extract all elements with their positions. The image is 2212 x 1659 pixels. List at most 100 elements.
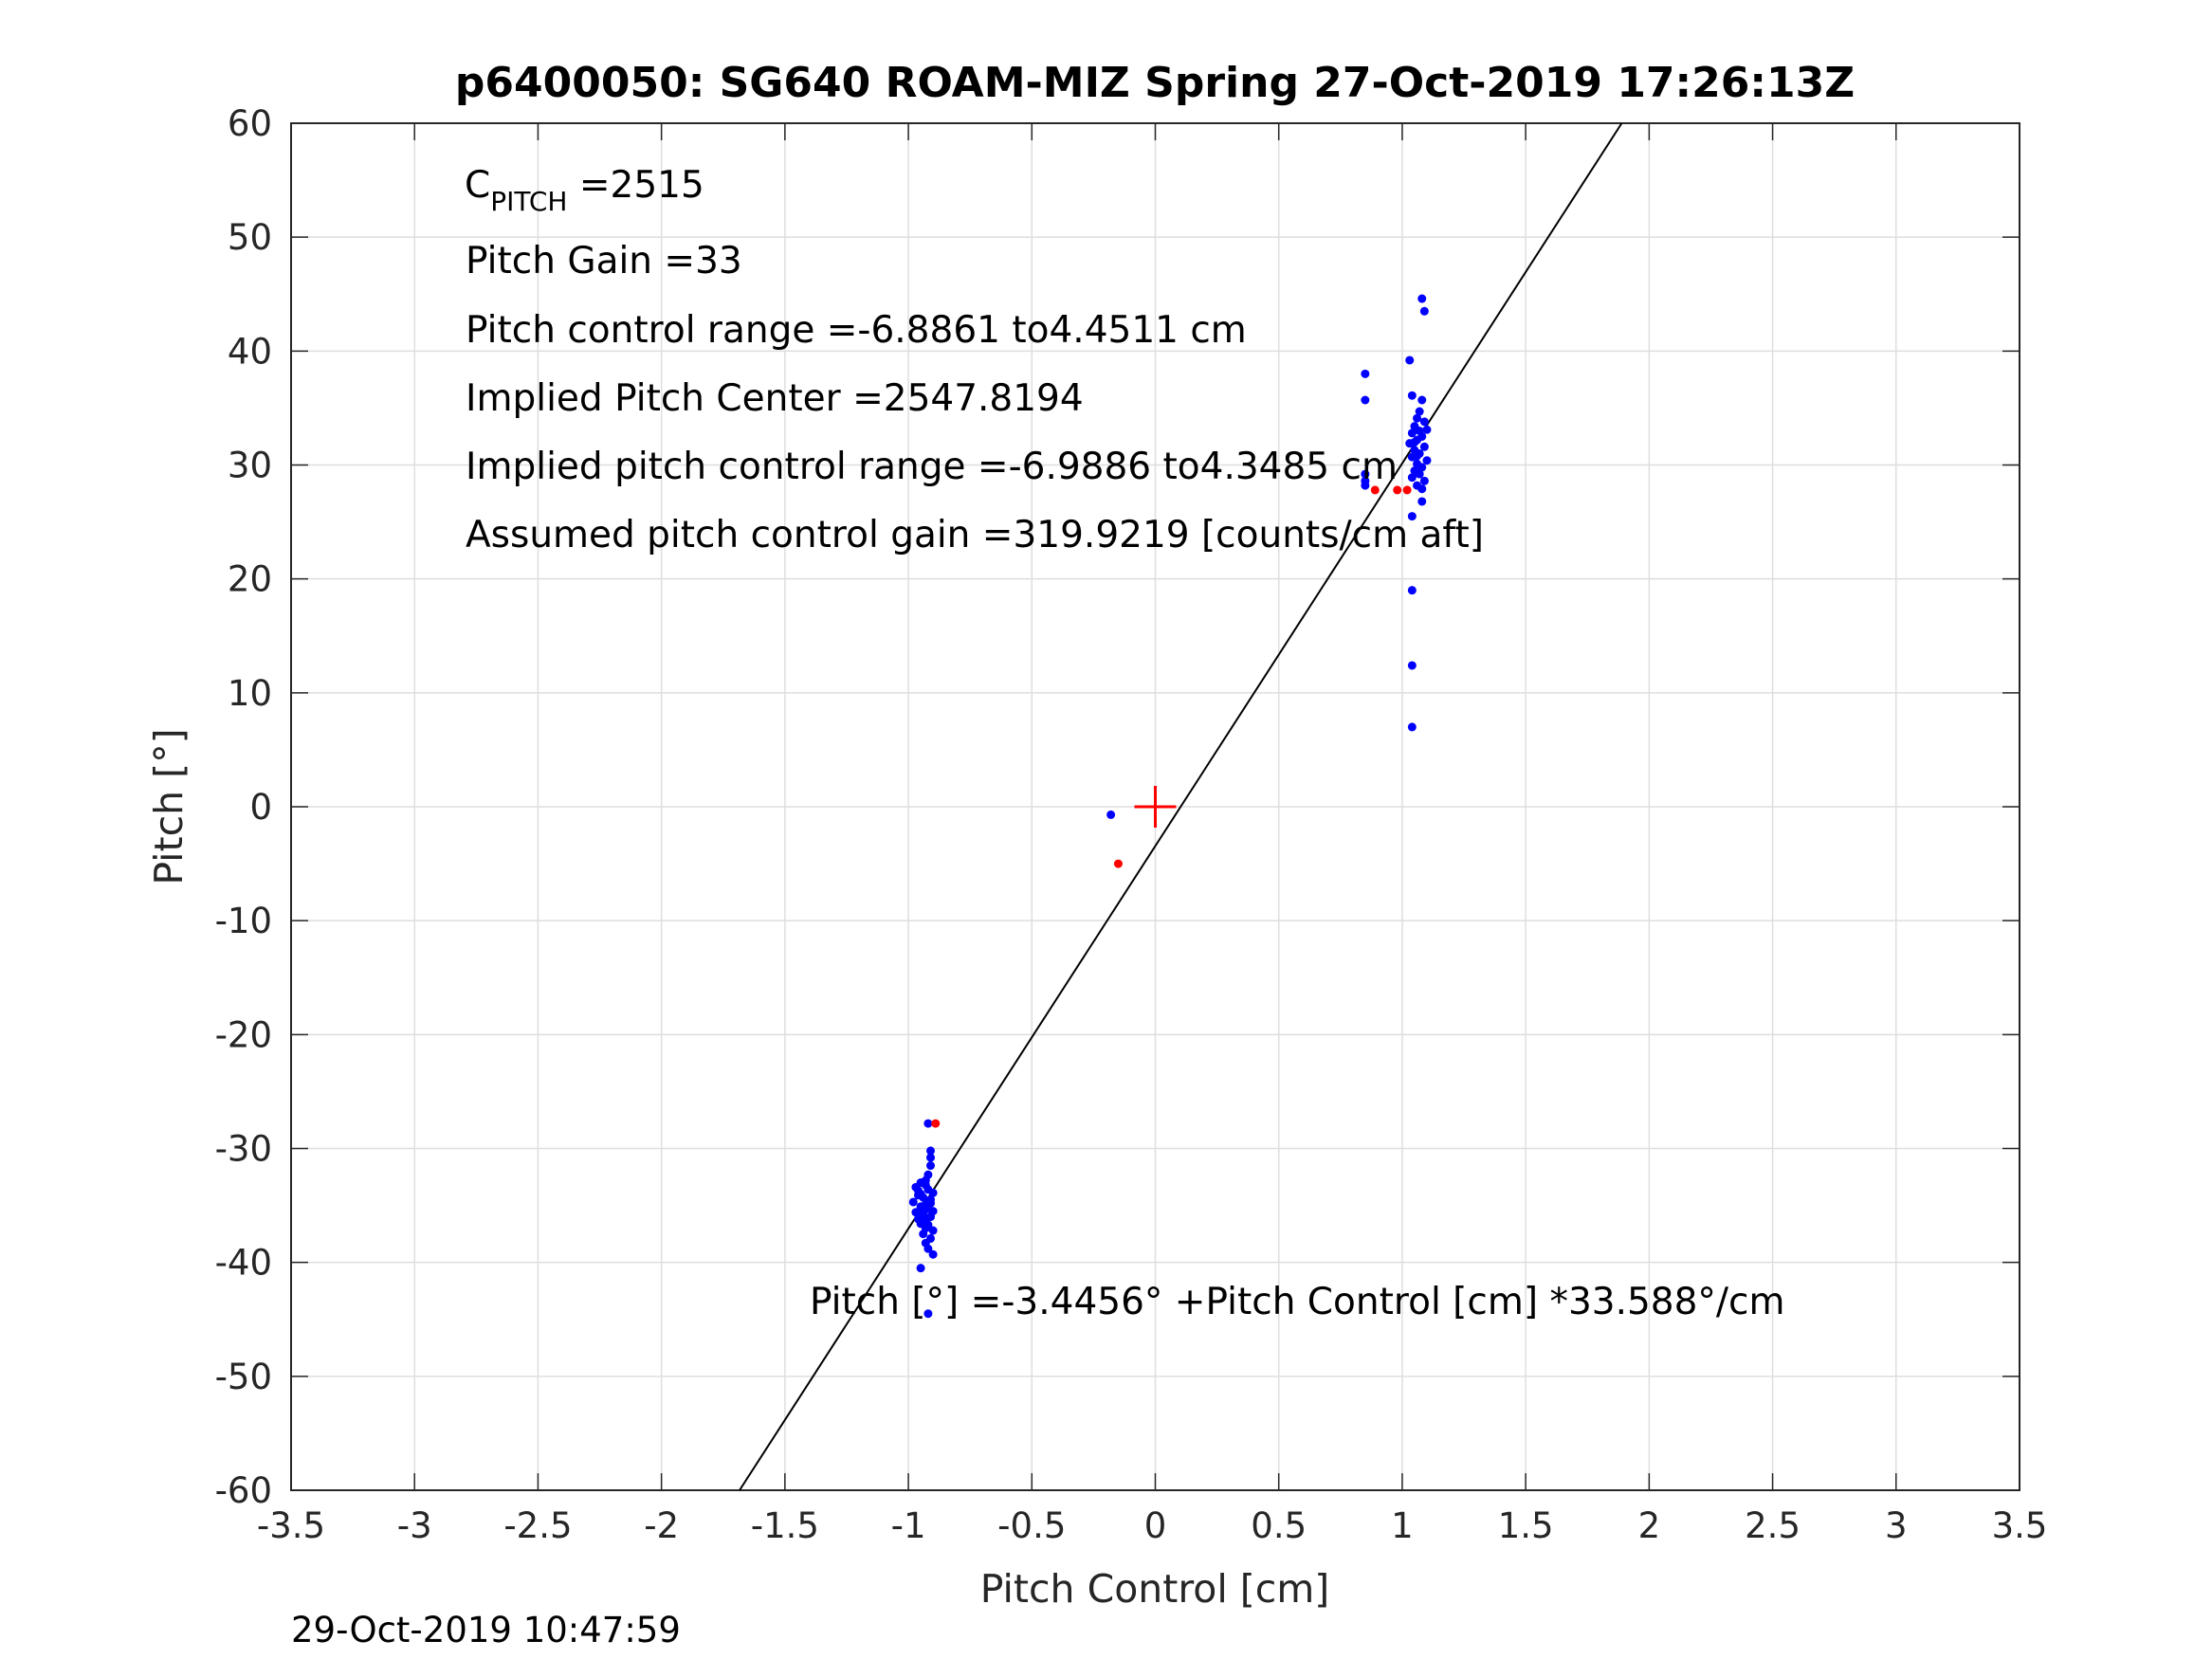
y-tick-label: 30 (228, 446, 272, 486)
x-axis-label: Pitch Control [cm] (980, 1566, 1330, 1612)
annotation-pitch-control-range: Pitch control range =-6.8861 to4.4511 cm (466, 309, 1247, 352)
data-point (1422, 425, 1432, 434)
data-point (1417, 395, 1427, 405)
fit-line (739, 122, 1623, 1491)
annotation-c-subscript: PITCH (490, 186, 567, 217)
x-tick-label: 0 (1144, 1505, 1167, 1546)
footer-timestamp: 29-Oct-2019 10:47:59 (291, 1610, 681, 1650)
data-point (1422, 456, 1432, 465)
x-tick-label: 2 (1638, 1505, 1661, 1546)
data-point (1417, 497, 1427, 506)
y-tick-label: -60 (215, 1470, 272, 1511)
data-point (1413, 413, 1422, 423)
data-point (926, 1146, 936, 1156)
data-point (1405, 356, 1415, 365)
data-point (1417, 294, 1427, 303)
data-point (923, 1119, 933, 1128)
x-tick-label: 0.5 (1251, 1505, 1307, 1546)
data-point (1407, 473, 1417, 483)
outlier-point (1113, 859, 1123, 868)
data-point (1417, 484, 1427, 494)
data-point (1361, 369, 1370, 378)
data-point (926, 1161, 936, 1171)
data-point (1415, 469, 1424, 479)
data-point (919, 1205, 928, 1214)
x-tick-label: 1 (1391, 1505, 1414, 1546)
data-point (928, 1226, 938, 1235)
fit-equation-label: Pitch [°] =-3.4456° +Pitch Control [cm] … (810, 1281, 1784, 1323)
data-point (916, 1264, 925, 1273)
center-marker-layer (1134, 786, 1177, 828)
y-tick-label: -20 (215, 1014, 272, 1055)
y-tick-label: 0 (249, 787, 272, 828)
outlier-point (1370, 485, 1380, 495)
data-point (1407, 722, 1417, 732)
annotation-c-pitch: CPITCH =2515 (465, 164, 704, 217)
data-point (1415, 407, 1424, 416)
data-point (1407, 586, 1417, 595)
y-axis-label: Pitch [°] (146, 728, 192, 884)
x-tick-label: -1.5 (751, 1505, 819, 1546)
annotation-assumed-pitch-control-gain: Assumed pitch control gain =319.9219 [co… (466, 514, 1484, 556)
annotation-c-value: =2515 (567, 164, 704, 207)
data-point (1407, 428, 1417, 438)
data-points (908, 294, 1432, 1319)
data-point (921, 1224, 930, 1233)
y-tick-label: -10 (215, 901, 272, 941)
data-point (926, 1198, 936, 1208)
y-tick-label: -30 (215, 1129, 272, 1170)
data-point (916, 1190, 925, 1199)
data-point (1407, 661, 1417, 670)
x-tick-label: 2.5 (1745, 1505, 1801, 1546)
y-tick-label: 50 (228, 217, 272, 258)
annotation-block: CPITCH =2515 Pitch Gain =33 Pitch contro… (465, 164, 1484, 556)
y-tick-label: 40 (228, 331, 272, 372)
outlier-point (1402, 485, 1412, 495)
annotation-pitch-gain: Pitch Gain =33 (466, 240, 742, 283)
fit-line-layer (739, 122, 1623, 1491)
x-tick-label: -3 (397, 1505, 432, 1546)
y-tick-label: -40 (215, 1243, 272, 1284)
data-point (1410, 437, 1419, 447)
data-point (928, 1188, 938, 1197)
axes: -3.5 -3 -2.5 -2 -1.5 -1 -0.5 0 0.5 1 1.5 2 2.5 3 3.5 60… (215, 103, 2048, 1546)
x-tick-label: -2 (644, 1505, 679, 1546)
data-point (911, 1208, 921, 1217)
data-point (1419, 442, 1429, 451)
data-point (1419, 306, 1429, 316)
outlier-point (1393, 485, 1402, 495)
y-tick-label: -50 (215, 1357, 272, 1397)
annotation-implied-pitch-center: Implied Pitch Center =2547.8194 (466, 377, 1084, 420)
y-tick-label: 60 (228, 103, 272, 144)
annotation-c-letter: C (465, 164, 490, 207)
data-point (908, 1197, 918, 1207)
data-point (923, 1244, 933, 1253)
y-tick-label: 10 (228, 673, 272, 714)
data-point (923, 1309, 933, 1319)
y-tick-label: 20 (228, 559, 272, 600)
x-tick-label: -2.5 (503, 1505, 572, 1546)
chart-title: p6400050: SG640 ROAM-MIZ Spring 27-Oct-2… (455, 59, 1855, 107)
annotation-implied-pitch-control-range: Implied pitch control range =-6.9886 to4… (466, 446, 1398, 488)
x-tick-label: -0.5 (997, 1505, 1066, 1546)
data-point (1407, 512, 1417, 521)
plot-frame (290, 122, 2020, 1491)
data-point (1361, 469, 1370, 479)
data-point (1415, 426, 1424, 435)
x-tick-label: -3.5 (257, 1505, 325, 1546)
data-point (921, 1180, 930, 1190)
x-tick-label: 3.5 (1992, 1505, 2048, 1546)
data-point (926, 1153, 936, 1162)
data-point (1417, 463, 1427, 472)
data-point (1407, 391, 1417, 400)
x-tick-label: -1 (891, 1505, 926, 1546)
x-tick-label: 3 (1885, 1505, 1908, 1546)
data-point (928, 1249, 938, 1259)
data-point (1413, 451, 1422, 461)
data-point (1106, 810, 1116, 819)
outlier-point (931, 1119, 941, 1128)
data-point (1419, 476, 1429, 485)
data-point (1361, 481, 1370, 490)
data-point (1361, 395, 1370, 405)
